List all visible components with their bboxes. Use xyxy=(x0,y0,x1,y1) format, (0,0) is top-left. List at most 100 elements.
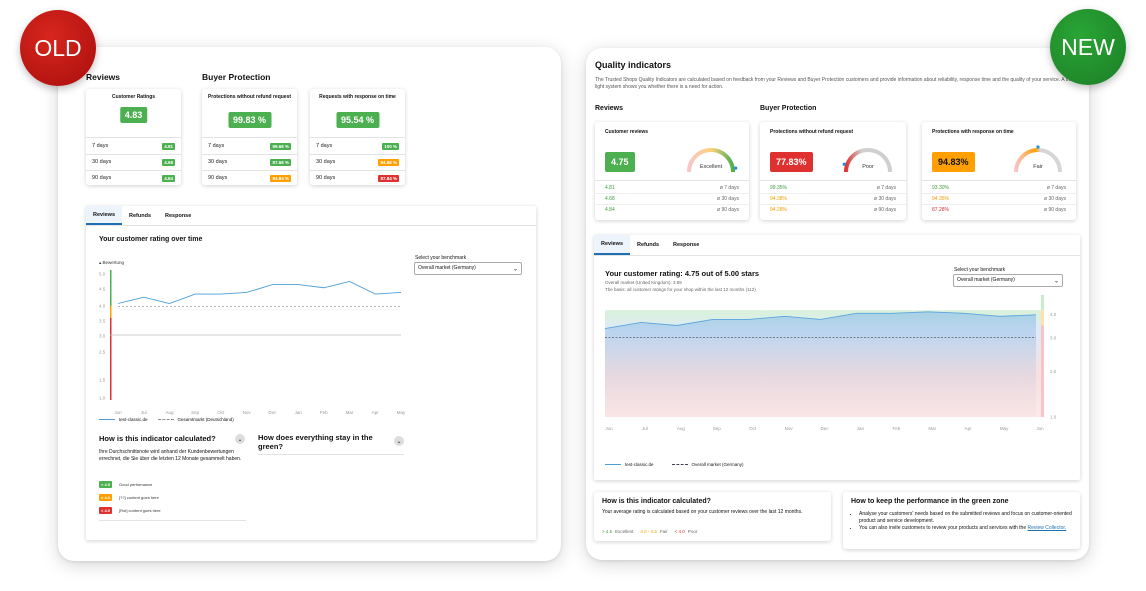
new-x-tick: Feb xyxy=(892,426,900,431)
old-card-row-value: 99.68 % xyxy=(270,143,291,150)
old-x-tick: Nov xyxy=(243,410,252,415)
new-card-row-value: 94.28% xyxy=(770,207,787,213)
new-calc-legend-item: > 4.5 Excellent xyxy=(602,529,633,534)
new-tab-reviews[interactable]: Reviews xyxy=(594,235,631,255)
old-card-value: 95.54 % xyxy=(335,112,380,128)
new-card-row-label: ø 90 days xyxy=(1044,207,1066,213)
new-card-value: 77.83% xyxy=(770,152,813,172)
new-tab-container: Reviews Refunds Response Your customer rat… xyxy=(594,235,1080,480)
new-card-row-label: ø 7 days xyxy=(1046,185,1066,191)
old-tab-container: Reviews Refunds Response Your customer rat… xyxy=(86,206,536,540)
new-y-tick: 4.0 xyxy=(1050,312,1057,317)
old-kpi-card: Customer Ratings 4.83 7 days 4.81 30 days 4.6… xyxy=(86,89,181,185)
old-card-row-label: 30 days xyxy=(92,159,112,165)
new-x-tick: Mar xyxy=(928,426,936,431)
old-card-row-label: 30 days xyxy=(316,159,336,165)
review-collector-link[interactable]: Review Collector. xyxy=(1027,524,1067,531)
gauge-arc xyxy=(844,148,892,173)
new-calc-legend-item: 4.0 - 4.5 Fair xyxy=(640,529,667,534)
chevron-down-icon: ⌄ xyxy=(1053,278,1059,284)
new-x-tick: Oct xyxy=(749,426,757,431)
new-card-row-label: ø 30 days xyxy=(1044,196,1066,202)
old-tab-refunds[interactable]: Refunds xyxy=(129,212,152,219)
new-tab-response[interactable]: Response xyxy=(673,242,700,248)
legend-line-swatch xyxy=(605,464,621,465)
new-card-title: Protections without refund request xyxy=(770,129,854,135)
new-shop-line xyxy=(604,311,1037,329)
new-chart-subtitle-2: The basis: all customer ratings for your… xyxy=(605,287,756,292)
new-card-row-value: 99.35% xyxy=(770,185,787,191)
new-calc-legend-item: < 4.0 Poor xyxy=(675,529,698,534)
old-green-expand-icon[interactable]: ⌄ xyxy=(394,436,404,446)
old-y-tick: 4.5 xyxy=(99,287,106,292)
new-chart-legend: test-classic.de Overall market (Germany) xyxy=(605,462,744,467)
old-buyer-protection-heading: Buyer Protection xyxy=(202,72,271,82)
new-green-bullet-2-text: You can also invite customers to review … xyxy=(859,524,1027,531)
new-card-row-label: ø 90 days xyxy=(717,207,739,213)
new-green-list: Analyse your customers' needs based on t… xyxy=(859,511,1074,531)
new-calc-title: How is this indicator calculated? xyxy=(602,498,711,505)
old-card-row-value: 4.68 xyxy=(162,159,175,166)
new-x-tick: Jun xyxy=(605,426,613,431)
old-x-tick: Dec xyxy=(268,410,277,415)
legend-dashed-swatch xyxy=(157,419,174,420)
new-kpi-card: Customer reviews 4.75 Excellent 4.81 ø 7 day… xyxy=(595,122,749,220)
old-threshold-green xyxy=(110,270,112,306)
gauge-svg xyxy=(1014,145,1062,173)
old-threshold-red xyxy=(110,318,112,400)
chevron-down-icon: ⌄ xyxy=(512,266,518,272)
old-card-row-label: 7 days xyxy=(208,143,225,149)
new-x-tick: Apr xyxy=(965,426,973,431)
new-card-row-value: 4.68 xyxy=(605,196,615,202)
new-card-gauge-label: Fair xyxy=(1033,164,1043,170)
old-select-label: Select your benchmark xyxy=(415,255,467,261)
new-x-tick: May xyxy=(1000,426,1009,431)
new-calc-legend: > 4.5 Excellent 4.0 - 4.5 Fair < 4.0 Poor xyxy=(602,529,697,534)
old-reviews-heading: Reviews xyxy=(86,72,121,82)
old-threshold-pill: < 4.5 xyxy=(99,494,113,501)
new-benchmark-select[interactable]: Overall market (Germany) ⌄ xyxy=(953,274,1063,287)
new-card-gauge: Poor xyxy=(840,142,896,176)
new-kpi-card: Protections with response on time 94.83% F… xyxy=(922,122,1076,220)
old-card-row-value: 4.84 xyxy=(162,175,175,182)
old-x-tick: Aug xyxy=(165,410,174,415)
old-x-tick: Feb xyxy=(320,410,328,415)
new-x-tick: Aug xyxy=(677,426,686,431)
old-threshold-text: [??] content goes here xyxy=(119,495,159,500)
new-legend-series-2: Overall market (Germany) xyxy=(691,462,744,467)
new-tab-refunds[interactable]: Refunds xyxy=(637,242,660,248)
new-card-value: 94.83% xyxy=(932,152,975,172)
new-green-title: How to keep the performance in the green… xyxy=(851,498,1009,505)
old-card-row-value: 87.84 % xyxy=(378,175,399,182)
old-tab-reviews[interactable]: Reviews xyxy=(86,206,123,225)
old-x-tick: Jun xyxy=(114,410,122,415)
new-y-tick: 3.0 xyxy=(1050,335,1057,340)
old-y-tick: 3.0 xyxy=(99,334,106,339)
old-card-row-value: 97.68 % xyxy=(270,159,291,166)
gauge-marker xyxy=(734,166,738,170)
old-card-value: 4.83 xyxy=(119,107,148,123)
old-y-tick: 1.5 xyxy=(99,378,106,383)
new-x-tick: Jul xyxy=(642,426,648,431)
legend-dashed-swatch xyxy=(671,464,688,465)
new-x-tick: Jan xyxy=(857,426,865,431)
new-calc-legend-value: > 4.5 xyxy=(602,529,613,534)
old-calc-expand-icon[interactable]: ⌄ xyxy=(235,434,245,444)
gauge-marker xyxy=(1036,145,1040,149)
new-card-row-label: ø 30 days xyxy=(717,196,739,202)
old-benchmark-select[interactable]: Overall market (Germany) ⌄ xyxy=(414,262,522,275)
old-card-row-label: 7 days xyxy=(92,143,109,149)
new-legend-series-1: test-classic.de xyxy=(625,462,654,467)
old-calc-text: Ihre Durchschnittsnote wird anhand der K… xyxy=(99,449,242,462)
new-threshold-green xyxy=(1041,295,1044,311)
new-badge: NEW xyxy=(1050,9,1126,85)
new-shop-area xyxy=(605,311,1036,417)
old-tab-response[interactable]: Response xyxy=(165,212,192,219)
old-card-row-value: 94.68 % xyxy=(378,159,399,166)
legend-line-swatch xyxy=(99,419,115,420)
new-card-title: Customer reviews xyxy=(605,129,649,135)
new-x-tick: Dec xyxy=(820,426,829,431)
old-card-row-value: 94.84 % xyxy=(270,175,291,182)
old-legend-series-2: Gesamtmarkt (Deutschland) xyxy=(177,417,234,422)
